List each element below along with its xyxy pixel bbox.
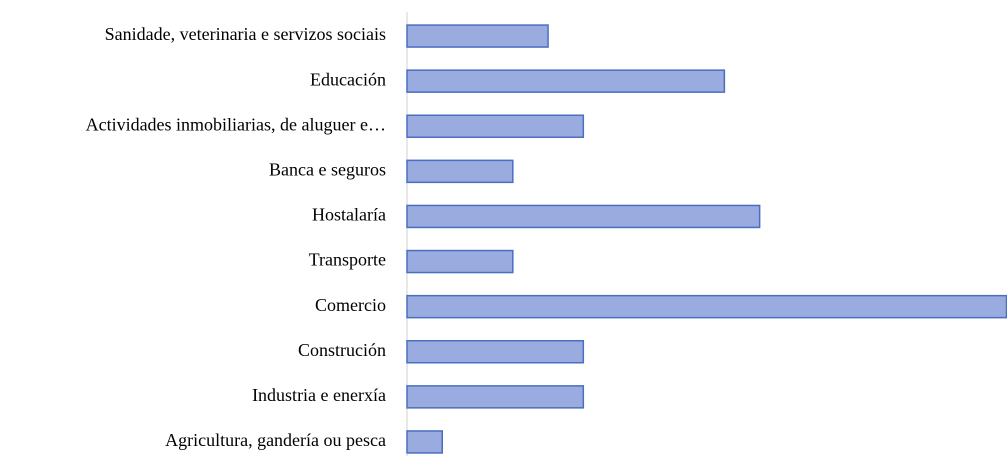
category-label: Sanidade, veterinaria e servizos sociais: [105, 24, 386, 44]
bar: [406, 114, 585, 138]
category-label: Transporte: [309, 250, 386, 270]
category-label: Comercio: [315, 295, 386, 315]
bar: [406, 430, 444, 454]
bar: [406, 69, 726, 93]
category-label: Agricultura, gandería ou pesca: [165, 430, 386, 450]
bar: [406, 204, 761, 229]
category-label: Construción: [298, 340, 386, 360]
bar: [406, 159, 514, 184]
category-label: Banca e seguros: [269, 159, 386, 179]
bar: [406, 385, 585, 409]
bar: [406, 340, 585, 364]
bar: [406, 24, 549, 48]
category-label: Industria e enerxía: [252, 385, 386, 405]
bar: [406, 294, 1007, 319]
bar: [406, 249, 514, 274]
category-label: Hostalaría: [312, 205, 386, 225]
category-label: Educación: [310, 69, 386, 89]
category-label: Actividades inmobiliarias, de aluguer e…: [86, 114, 386, 134]
